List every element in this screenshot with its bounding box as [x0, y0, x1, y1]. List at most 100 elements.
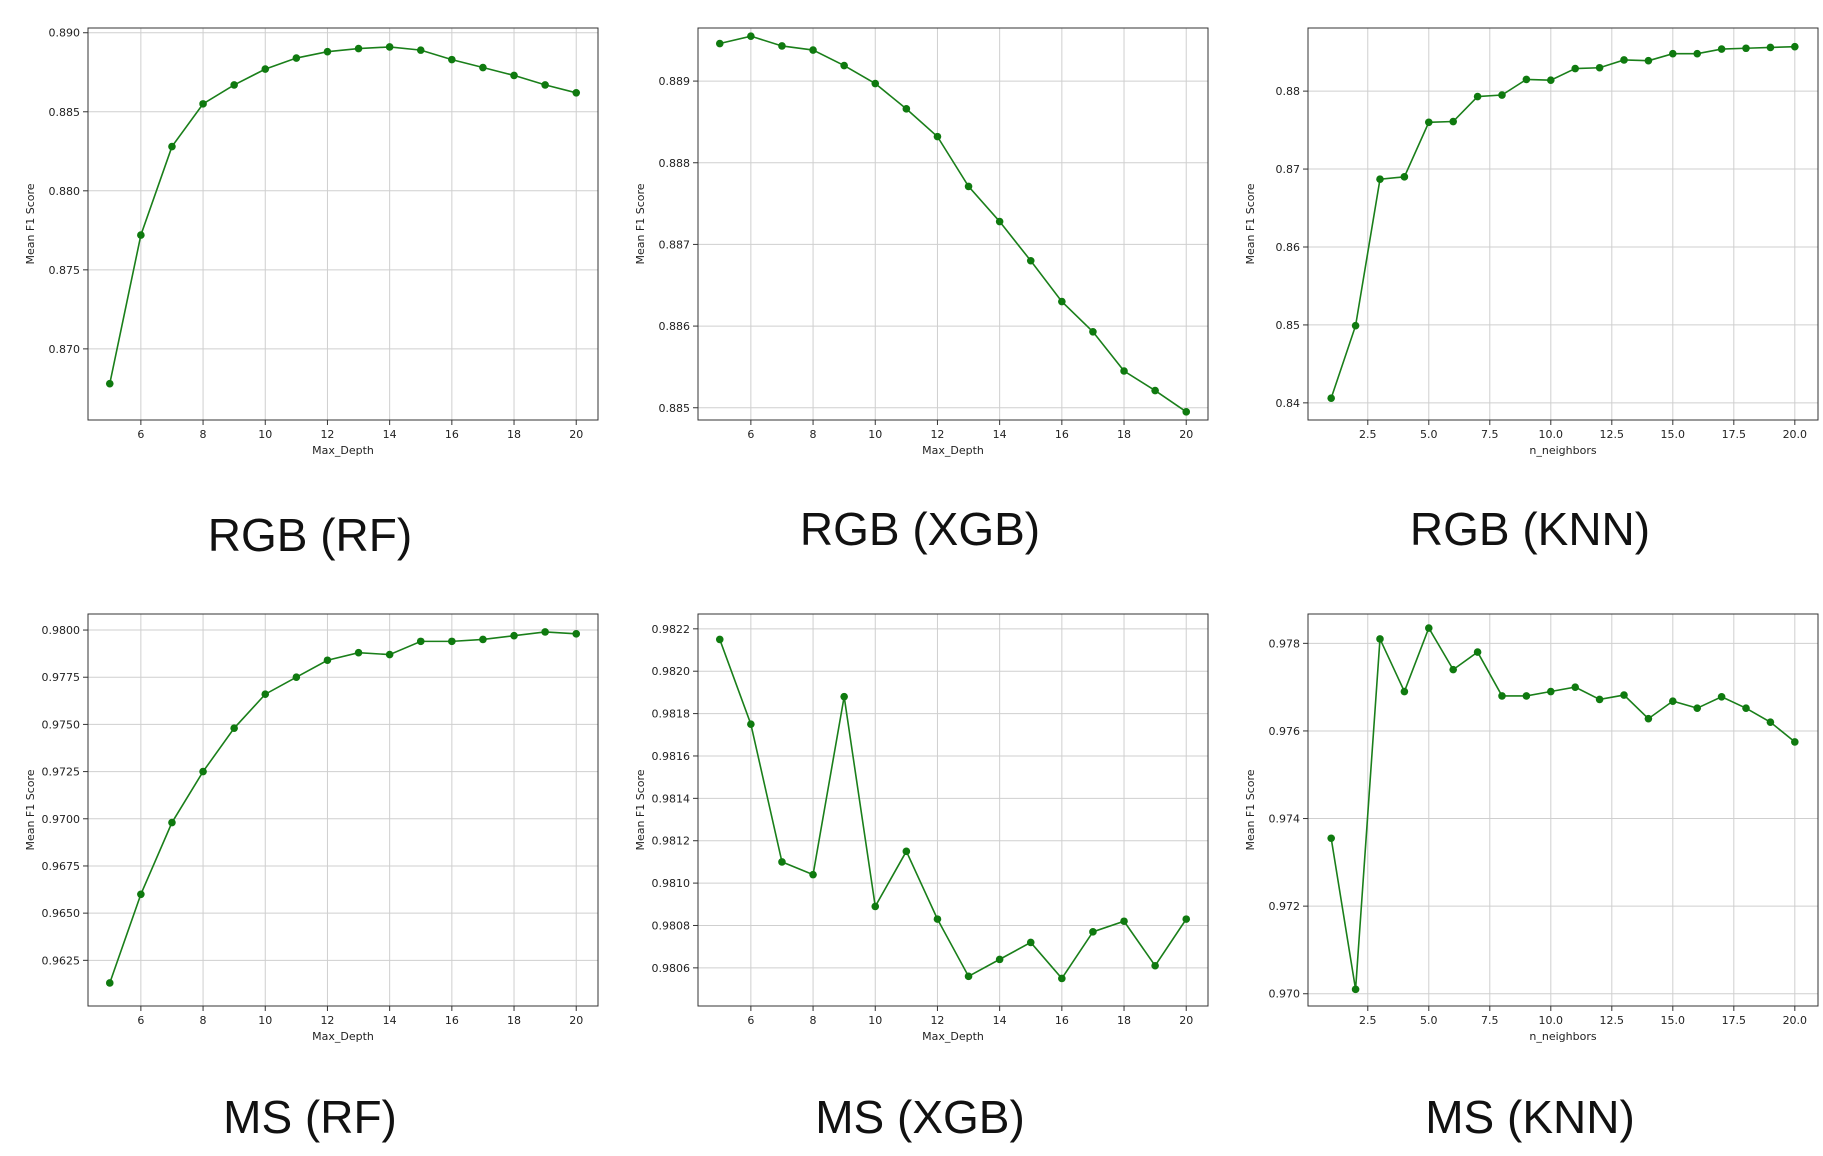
- series-line: [1330, 45, 1795, 399]
- x-tick-label: 5.0: [1420, 1014, 1438, 1027]
- x-tick-label: 14: [383, 428, 397, 441]
- x-axis-label: Max_Depth: [312, 444, 374, 457]
- chart-panel-rgb-rf: 6 8 10 12 14 16 18 20 0.870 0.875 0.880 0.885 0.890 M…: [20, 8, 600, 561]
- data-point: [1376, 635, 1384, 643]
- data-point: [479, 63, 487, 72]
- y-tick-label: 0.9700: [42, 813, 81, 826]
- y-tick-label: 0.88: [1276, 85, 1301, 98]
- data-point: [1026, 938, 1035, 947]
- data-point: [1376, 175, 1384, 183]
- data-point: [933, 132, 942, 141]
- y-tick-label: 0.978: [1269, 637, 1301, 650]
- data-point: [1400, 687, 1409, 696]
- chart-ms-xgb: 6 8 10 12 14 16 18 20 0.9806 0.9808 0.9810 0.9812 0.…: [634, 613, 1209, 1043]
- data-point: [323, 47, 332, 56]
- data-point: [1595, 695, 1604, 704]
- y-tick-label: 0.9820: [652, 665, 691, 678]
- y-tick-label: 0.976: [1269, 725, 1301, 738]
- x-tick-label: 10.0: [1539, 1014, 1564, 1027]
- y-tick-label: 0.9800: [42, 624, 81, 637]
- data-point: [1571, 64, 1580, 73]
- data-point: [1595, 63, 1604, 72]
- x-tick-label: 20: [569, 1014, 583, 1027]
- x-tick-label: 6: [747, 428, 754, 441]
- x-tick-label: 18: [507, 1014, 521, 1027]
- x-tick-label: 17.5: [1722, 1014, 1747, 1027]
- data-point: [809, 870, 817, 879]
- data-point: [747, 720, 755, 728]
- chart-ms-knn: 2.5 5.0 7.5 10.0 12.5 15.0 17.5 20.0 0.970 0.972 0…: [1244, 613, 1819, 1043]
- data-point: [1351, 985, 1360, 994]
- y-tick-label: 0.9650: [42, 907, 81, 920]
- y-tick-label: 0.885: [659, 402, 691, 415]
- y-tick-label: 0.885: [49, 106, 81, 119]
- series-line: [719, 35, 1187, 413]
- data-point: [1089, 928, 1097, 936]
- data-point: [1620, 56, 1628, 64]
- data-point: [292, 54, 301, 62]
- x-tick-label: 2.5: [1359, 1014, 1377, 1027]
- y-tick-label: 0.86: [1276, 241, 1301, 254]
- y-axis-label: Mean F1 Score: [634, 183, 647, 264]
- y-tick-label: 0.886: [659, 320, 691, 333]
- x-tick-label: 20: [569, 428, 583, 441]
- data-point: [840, 61, 848, 70]
- x-tick-label: 8: [810, 1014, 817, 1027]
- x-tick-label: 17.5: [1722, 428, 1747, 441]
- chart-panel-rgb-knn: 2.5 5.0 7.5 10.0 12.5 15.0 17.5 20.0 0.84 0.85 0.8…: [1240, 8, 1820, 555]
- plot-frame: [697, 27, 1209, 421]
- data-point: [1424, 118, 1433, 127]
- series-line: [109, 631, 577, 984]
- y-tick-label: 0.9816: [652, 750, 691, 763]
- x-tick-label: 6: [137, 428, 144, 441]
- chart-panel-ms-knn: 2.5 5.0 7.5 10.0 12.5 15.0 17.5 20.0 0.970 0.972 0…: [1240, 594, 1820, 1143]
- data-point: [1766, 718, 1775, 726]
- data-point: [1669, 697, 1677, 705]
- caption-rgb-rf: RGB (RF): [207, 509, 413, 561]
- data-point: [199, 100, 207, 108]
- data-point: [1791, 738, 1799, 746]
- x-tick-label: 8: [200, 1014, 207, 1027]
- data-point: [1424, 624, 1433, 632]
- data-point: [1182, 915, 1191, 923]
- x-tick-label: 10: [258, 1014, 272, 1027]
- data-point: [323, 656, 332, 665]
- y-tick-label: 0.9725: [42, 766, 81, 779]
- x-tick-label: 14: [993, 428, 1007, 441]
- data-point: [1089, 328, 1097, 336]
- data-point: [510, 631, 518, 640]
- gridlines: [698, 28, 1208, 420]
- data-point: [715, 635, 724, 644]
- data-point: [1522, 692, 1531, 700]
- data-point: [416, 46, 425, 54]
- caption-ms-rf: MS (RF): [223, 1091, 397, 1143]
- data-point: [1120, 917, 1128, 926]
- x-tick-label: 15.0: [1661, 428, 1686, 441]
- x-tick-label: 12.5: [1600, 428, 1625, 441]
- x-tick-label: 5.0: [1420, 428, 1438, 441]
- data-point: [1327, 834, 1335, 843]
- y-tick-label: 0.887: [659, 238, 691, 251]
- gridlines: [1308, 28, 1818, 420]
- series-line: [108, 46, 577, 384]
- data-point: [902, 847, 911, 856]
- y-tick-label: 0.880: [49, 185, 81, 198]
- x-tick-label: 8: [810, 428, 817, 441]
- chart-rgb-knn: 2.5 5.0 7.5 10.0 12.5 15.0 17.5 20.0 0.84 0.85 0.8…: [1244, 27, 1819, 457]
- y-tick-label: 0.889: [659, 75, 691, 88]
- data-point: [1026, 256, 1035, 265]
- data-point: [541, 628, 549, 636]
- data-point: [809, 46, 817, 54]
- chart-panel-ms-rf: 6 8 10 12 14 16 18 20 0.9625 0.9650 0.9675 0.9700 0.…: [20, 594, 600, 1143]
- data-point: [902, 105, 911, 113]
- data-point: [261, 690, 270, 699]
- y-axis-label: Mean F1 Score: [1244, 769, 1257, 850]
- data-point: [385, 43, 394, 51]
- y-tick-label: 0.9808: [652, 919, 691, 932]
- x-axis-label: n_neighbors: [1529, 1030, 1596, 1043]
- data-point: [1644, 56, 1653, 65]
- y-tick-label: 0.9806: [652, 962, 691, 975]
- y-tick-label: 0.87: [1276, 163, 1301, 176]
- data-point: [230, 724, 238, 732]
- x-tick-label: 12: [930, 1014, 944, 1027]
